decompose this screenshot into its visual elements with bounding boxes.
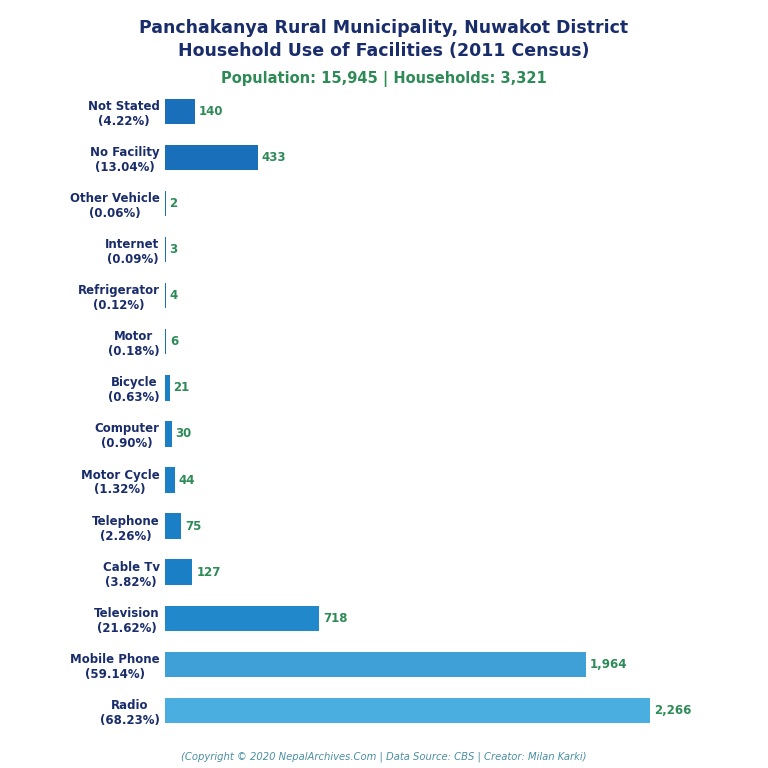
Text: 44: 44 xyxy=(178,474,195,486)
Text: 30: 30 xyxy=(175,428,192,440)
Text: 4: 4 xyxy=(170,290,178,302)
Bar xyxy=(165,421,171,447)
Bar xyxy=(165,376,170,401)
Text: 433: 433 xyxy=(262,151,286,164)
Text: 1,964: 1,964 xyxy=(590,658,627,670)
Text: Panchakanya Rural Municipality, Nuwakot District: Panchakanya Rural Municipality, Nuwakot … xyxy=(140,19,628,37)
Bar xyxy=(165,283,166,309)
Bar xyxy=(165,99,195,124)
Text: 140: 140 xyxy=(199,105,223,118)
Text: Household Use of Facilities (2011 Census): Household Use of Facilities (2011 Census… xyxy=(178,42,590,60)
Text: (Copyright © 2020 NepalArchives.Com | Data Source: CBS | Creator: Milan Karki): (Copyright © 2020 NepalArchives.Com | Da… xyxy=(181,751,587,762)
Text: 127: 127 xyxy=(196,566,220,578)
Bar xyxy=(165,329,167,355)
Bar xyxy=(165,467,174,493)
Bar xyxy=(165,559,192,585)
Text: 6: 6 xyxy=(170,336,178,348)
Text: 2,266: 2,266 xyxy=(654,704,692,717)
Text: 21: 21 xyxy=(174,382,190,394)
Text: 3: 3 xyxy=(170,243,177,256)
Bar xyxy=(165,651,586,677)
Text: 75: 75 xyxy=(185,520,201,532)
Bar xyxy=(165,605,319,631)
Bar xyxy=(165,144,258,170)
Text: 2: 2 xyxy=(170,197,177,210)
Text: Population: 15,945 | Households: 3,321: Population: 15,945 | Households: 3,321 xyxy=(221,71,547,87)
Bar xyxy=(165,697,650,723)
Text: 718: 718 xyxy=(323,612,347,624)
Bar xyxy=(165,513,181,539)
